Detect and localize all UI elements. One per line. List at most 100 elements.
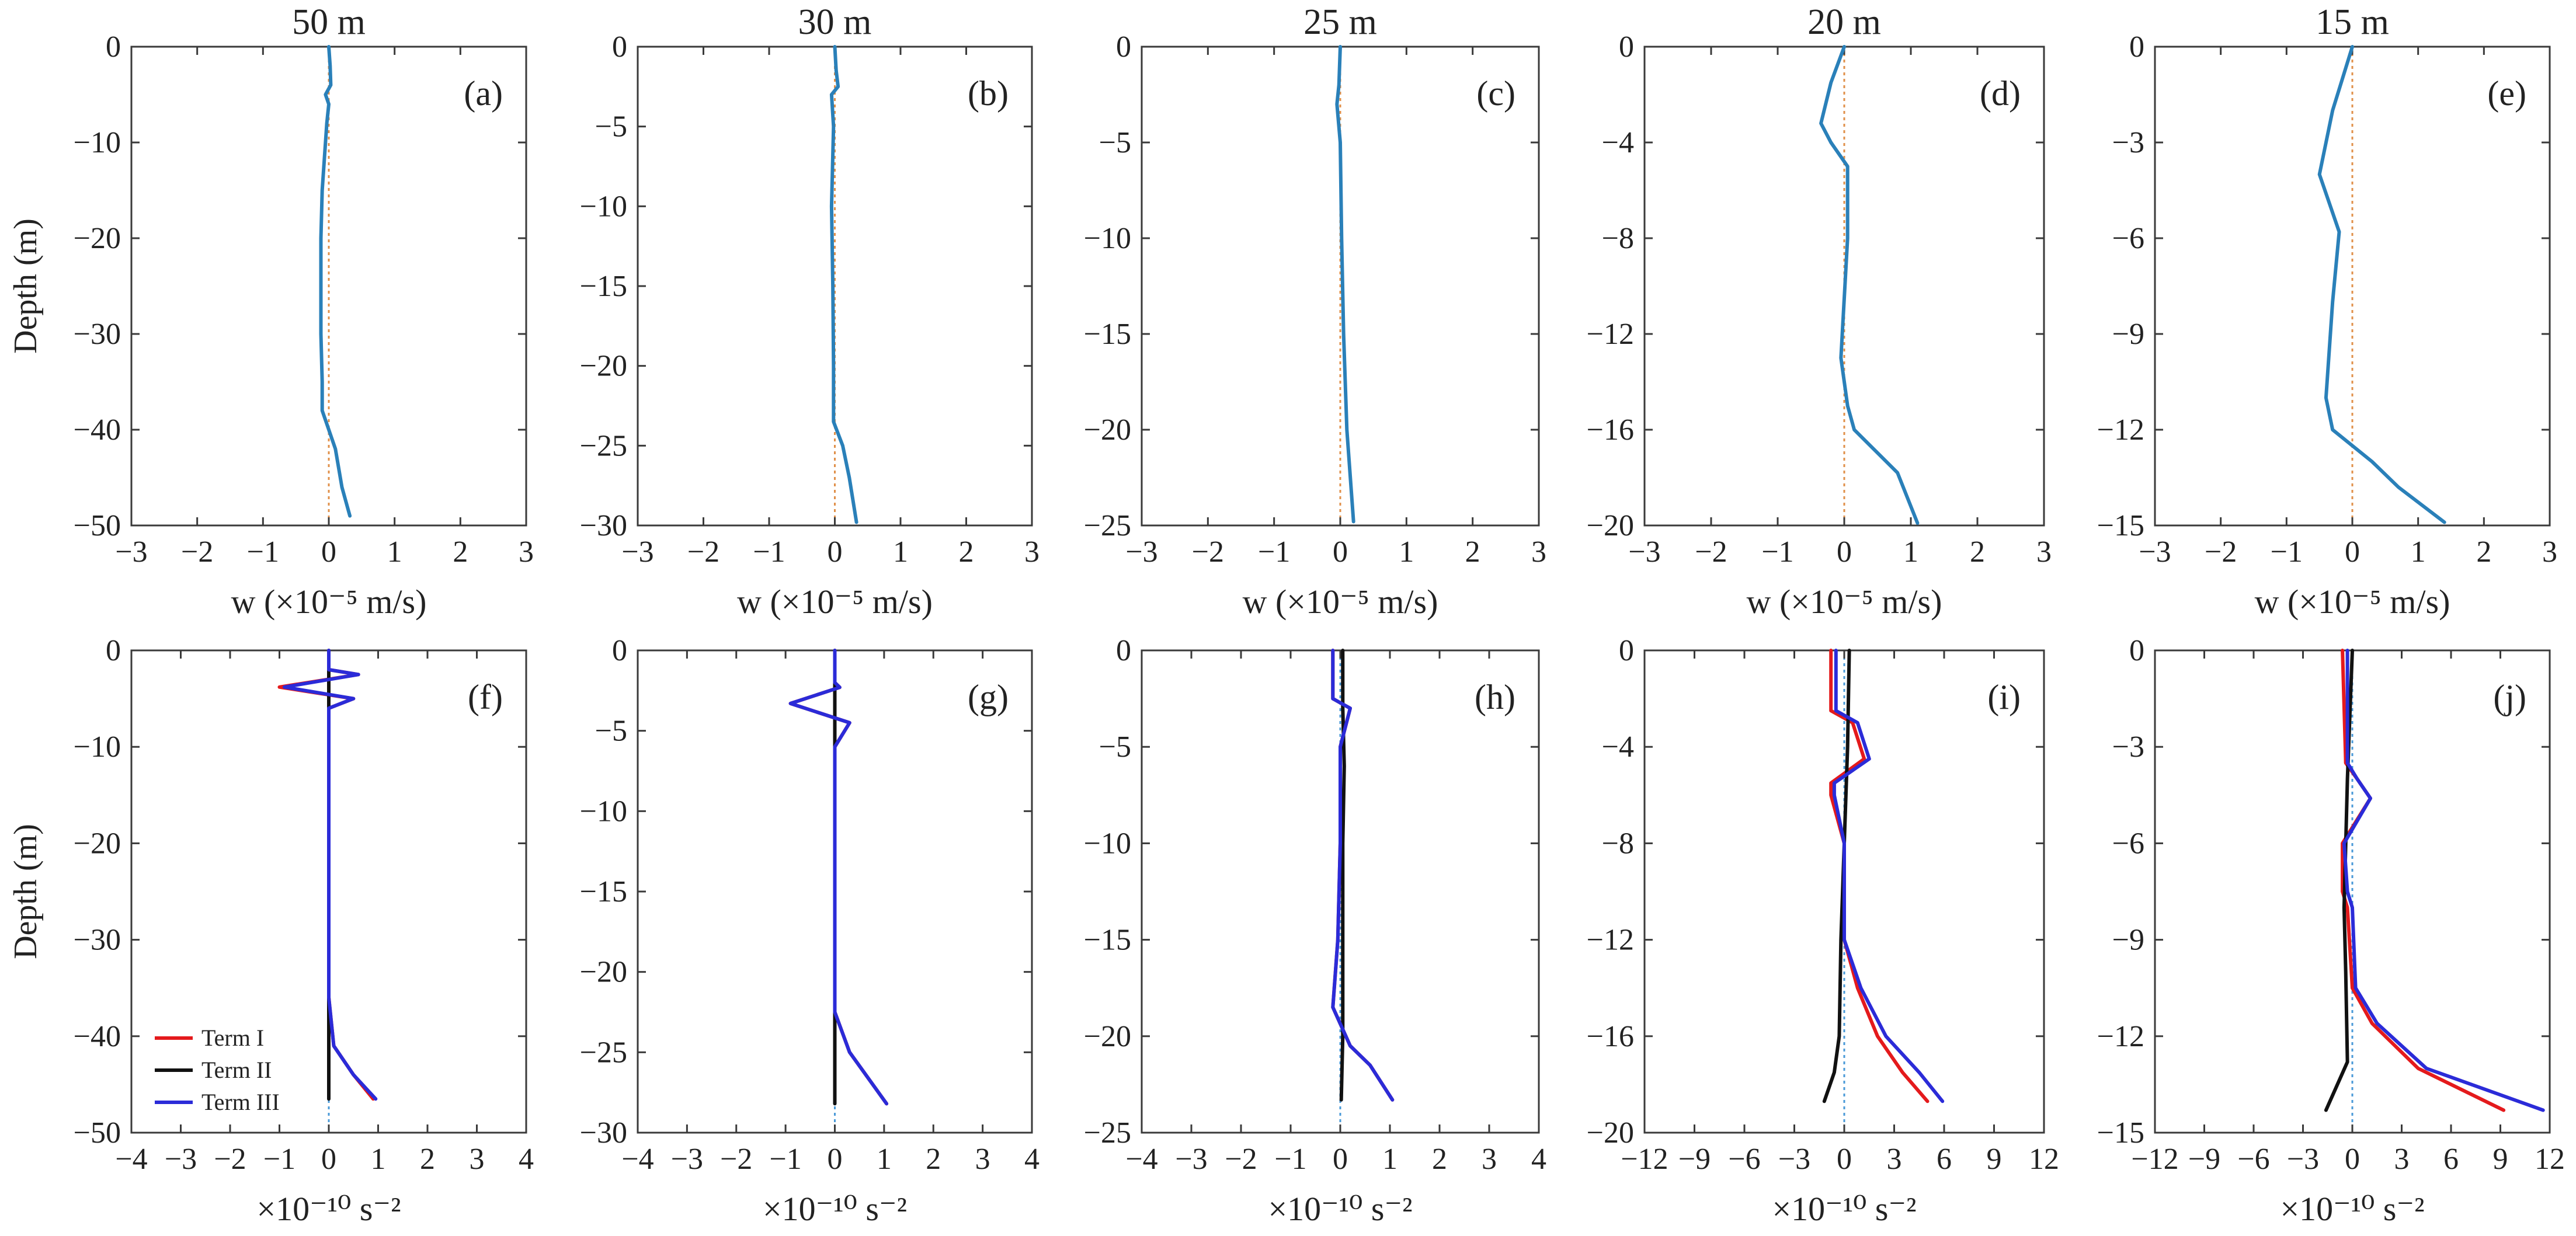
y-tick-label: −5 xyxy=(595,110,627,144)
x-tick-label: −3 xyxy=(2139,535,2171,569)
y-tick-label: −10 xyxy=(1084,827,1131,860)
y-tick-label: −16 xyxy=(1587,1020,1634,1053)
x-tick-label: −12 xyxy=(2131,1143,2178,1176)
panel-label: (e) xyxy=(2487,74,2526,113)
x-tick-label: −2 xyxy=(687,535,719,569)
x-tick-label: −3 xyxy=(165,1143,197,1176)
series-line-term-iii xyxy=(282,649,378,1101)
y-tick-label: −12 xyxy=(2097,413,2144,447)
panel-b: 30 m−3 −2 −1 0 1 2 30−5−10−15−20−25−30w (×10⁻⁵… xyxy=(580,2,1040,621)
x-tick-label: 0 xyxy=(321,1143,336,1176)
panel-g: −4 −3 −2 −1 0 1 2 3 40−5−10−15−20−25−30×10⁻¹⁰ s⁻… xyxy=(580,634,1040,1228)
x-tick-label: 3 xyxy=(519,535,534,569)
x-tick-label: 12 xyxy=(2535,1143,2565,1176)
x-tick-label: 0 xyxy=(1837,1143,1852,1176)
series-line-term-iii xyxy=(1331,649,1395,1102)
x-axis-title: w (×10⁻⁵ m/s) xyxy=(2255,583,2450,621)
x-tick-label: 1 xyxy=(371,1143,386,1176)
y-tick-label: −5 xyxy=(1099,126,1131,159)
y-tick-label: −4 xyxy=(1602,126,1634,159)
column-title: 30 m xyxy=(798,2,872,42)
x-tick-label: −3 xyxy=(1778,1143,1810,1176)
panel-label: (f) xyxy=(468,678,503,716)
y-axis-title: Depth (m) xyxy=(8,218,44,354)
x-tick-label: −2 xyxy=(214,1143,246,1176)
x-tick-label: −3 xyxy=(1175,1143,1207,1176)
series-line-term-iii xyxy=(788,649,889,1106)
x-axis-title: w (×10⁻⁵ m/s) xyxy=(231,583,427,621)
y-tick-label: −15 xyxy=(2097,1116,2144,1150)
x-tick-label: 9 xyxy=(1987,1143,2002,1176)
y-tick-label: −30 xyxy=(74,318,121,351)
y-tick-label: −30 xyxy=(580,1116,627,1150)
x-tick-label: 3 xyxy=(2036,535,2052,569)
x-tick-label: 1 xyxy=(1399,535,1414,569)
y-tick-label: 0 xyxy=(2129,30,2144,64)
legend: Term I Term II Term III xyxy=(148,1015,313,1124)
column-title: 25 m xyxy=(1303,2,1377,42)
series-line-w xyxy=(1335,45,1355,524)
y-tick-label: −12 xyxy=(1587,318,1634,351)
y-tick-label: −9 xyxy=(2112,318,2144,351)
x-tick-label: 0 xyxy=(1333,535,1348,569)
x-tick-label: 4 xyxy=(519,1143,534,1176)
x-tick-label: −2 xyxy=(1192,535,1224,569)
y-tick-label: 0 xyxy=(1116,30,1131,64)
legend-label: Term II xyxy=(201,1057,272,1083)
x-tick-label: −12 xyxy=(1621,1143,1668,1176)
x-tick-label: 0 xyxy=(828,1143,843,1176)
x-tick-label: 3 xyxy=(2542,535,2557,569)
x-tick-label: −1 xyxy=(769,1143,801,1176)
series-line-w xyxy=(2317,45,2446,524)
panel-label: (d) xyxy=(1980,74,2021,113)
y-tick-label: −9 xyxy=(2112,924,2144,957)
x-tick-label: 3 xyxy=(1024,535,1040,569)
x-tick-label: −6 xyxy=(2237,1143,2269,1176)
panel-label: (c) xyxy=(1476,74,1515,113)
panel-c: 25 m−3 −2 −1 0 1 2 30−5−10−15−20−25w (×10⁻⁵ m/… xyxy=(1084,2,1546,621)
y-tick-label: −10 xyxy=(580,190,627,223)
y-tick-label: 0 xyxy=(106,634,121,667)
y-tick-label: −20 xyxy=(1084,1020,1131,1053)
y-tick-label: −12 xyxy=(2097,1020,2144,1053)
x-tick-label: −1 xyxy=(2271,535,2303,569)
y-tick-label: −20 xyxy=(1587,509,1634,542)
series-line-w xyxy=(829,45,858,524)
y-tick-label: −5 xyxy=(595,715,627,748)
series-line-w xyxy=(1819,45,1920,525)
x-tick-label: −2 xyxy=(1225,1143,1257,1176)
x-tick-label: −3 xyxy=(1125,535,1157,569)
y-tick-label: −25 xyxy=(1084,509,1131,542)
x-axis-title: ×10⁻¹⁰ s⁻² xyxy=(2280,1190,2424,1228)
x-tick-label: 1 xyxy=(1903,535,1918,569)
legend-label: Term I xyxy=(201,1025,264,1051)
series-line-term-iii xyxy=(1832,649,1945,1103)
panel-e: 15 m −3 −2 −1 0 1 2 3 0 −3 −6 −9 −12 −15 w (×10⁻⁵ m/s)… xyxy=(2097,2,2557,621)
x-tick-label: 0 xyxy=(1333,1143,1348,1176)
x-tick-label: 2 xyxy=(926,1143,941,1176)
panel-label: (g) xyxy=(968,678,1009,716)
y-tick-label: −20 xyxy=(74,222,121,255)
panel-h: −4 −3 −2 −1 0 1 2 3 40−5−10−15−20−25×10⁻¹⁰ s⁻²(h… xyxy=(1084,634,1546,1228)
x-tick-label: −2 xyxy=(1695,535,1727,569)
y-tick-label: 0 xyxy=(1116,634,1131,667)
x-tick-label: −9 xyxy=(2188,1143,2220,1176)
y-tick-label: −6 xyxy=(2112,222,2144,255)
x-tick-label: 0 xyxy=(2345,1143,2360,1176)
x-tick-label: 6 xyxy=(1937,1143,1952,1176)
x-tick-label: 2 xyxy=(1432,1143,1447,1176)
y-tick-label: −20 xyxy=(1587,1116,1634,1150)
y-tick-label: −20 xyxy=(580,956,627,989)
panel-i: −12 −9 −6 −3 0 3 6 9 12 0 −4 −8 −12 −16 −20 ×10⁻¹⁰ s⁻² (… xyxy=(1587,634,2059,1228)
x-tick-label: 0 xyxy=(2345,535,2360,569)
y-tick-label: −10 xyxy=(74,730,121,764)
x-tick-label: 3 xyxy=(1482,1143,1497,1176)
x-tick-label: 1 xyxy=(877,1143,892,1176)
x-tick-label: −2 xyxy=(720,1143,752,1176)
y-tick-label: −8 xyxy=(1602,222,1634,255)
y-tick-label: 0 xyxy=(1619,30,1634,64)
x-tick-label: 0 xyxy=(1837,535,1852,569)
panel-label: (h) xyxy=(1475,678,1515,716)
x-tick-label: 3 xyxy=(1531,535,1546,569)
